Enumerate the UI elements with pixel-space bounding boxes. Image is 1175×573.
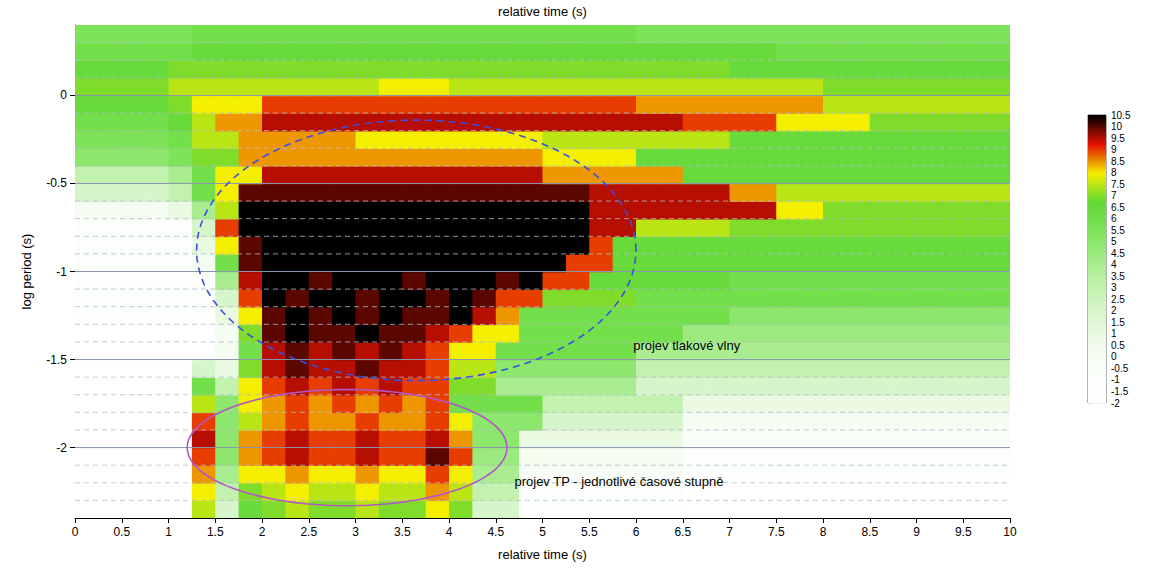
svg-text:10: 10: [1003, 525, 1017, 539]
svg-text:9.5: 9.5: [1111, 133, 1125, 144]
svg-text:6.5: 6.5: [1111, 202, 1125, 213]
svg-text:5: 5: [539, 525, 546, 539]
svg-text:5.5: 5.5: [1111, 225, 1125, 236]
svg-text:relative time (s): relative time (s): [498, 4, 587, 19]
svg-text:4: 4: [446, 525, 453, 539]
svg-text:6: 6: [633, 525, 640, 539]
svg-text:2: 2: [1111, 305, 1117, 316]
svg-text:2: 2: [259, 525, 266, 539]
svg-text:-1: -1: [56, 265, 67, 279]
svg-text:-2: -2: [1111, 398, 1120, 409]
svg-text:-2: -2: [56, 441, 67, 455]
svg-text:3.5: 3.5: [1111, 271, 1125, 282]
svg-text:0: 0: [72, 525, 79, 539]
svg-text:-1.5: -1.5: [1111, 386, 1129, 397]
svg-text:6.5: 6.5: [674, 525, 691, 539]
svg-text:3: 3: [1111, 282, 1117, 293]
svg-text:10: 10: [1111, 121, 1123, 132]
svg-text:4.5: 4.5: [1111, 248, 1125, 259]
svg-text:5.5: 5.5: [581, 525, 598, 539]
svg-text:9: 9: [1111, 144, 1117, 155]
svg-text:0.5: 0.5: [113, 525, 130, 539]
svg-text:8.5: 8.5: [1111, 156, 1125, 167]
svg-text:projev tlakové vlny: projev tlakové vlny: [633, 338, 740, 353]
svg-text:2.5: 2.5: [300, 525, 317, 539]
svg-text:0.5: 0.5: [1111, 340, 1125, 351]
svg-text:8: 8: [820, 525, 827, 539]
svg-text:3: 3: [352, 525, 359, 539]
svg-text:1: 1: [1111, 328, 1117, 339]
svg-text:1: 1: [165, 525, 172, 539]
svg-text:-0.5: -0.5: [1111, 363, 1129, 374]
svg-text:9.5: 9.5: [955, 525, 972, 539]
svg-text:relative time (s): relative time (s): [498, 547, 587, 562]
svg-text:7: 7: [1111, 190, 1117, 201]
svg-text:4: 4: [1111, 259, 1117, 270]
svg-text:2.5: 2.5: [1111, 294, 1125, 305]
svg-text:log period (s): log period (s): [19, 234, 34, 310]
svg-text:9: 9: [913, 525, 920, 539]
svg-text:5: 5: [1111, 236, 1117, 247]
svg-text:7.5: 7.5: [1111, 179, 1125, 190]
svg-text:8: 8: [1111, 167, 1117, 178]
svg-text:-0.5: -0.5: [46, 176, 67, 190]
svg-text:4.5: 4.5: [487, 525, 504, 539]
svg-text:0: 0: [1111, 351, 1117, 362]
svg-text:projev TP - jednotlivé časové: projev TP - jednotlivé časové stupně: [514, 474, 723, 489]
svg-text:1.5: 1.5: [1111, 317, 1125, 328]
svg-text:7: 7: [726, 525, 733, 539]
svg-text:1.5: 1.5: [207, 525, 224, 539]
svg-text:-1: -1: [1111, 374, 1120, 385]
svg-text:8.5: 8.5: [861, 525, 878, 539]
svg-text:0: 0: [60, 88, 67, 102]
svg-text:6: 6: [1111, 213, 1117, 224]
svg-text:3.5: 3.5: [394, 525, 411, 539]
svg-text:-1.5: -1.5: [46, 353, 67, 367]
svg-text:10.5: 10.5: [1111, 110, 1131, 121]
svg-text:7.5: 7.5: [768, 525, 785, 539]
